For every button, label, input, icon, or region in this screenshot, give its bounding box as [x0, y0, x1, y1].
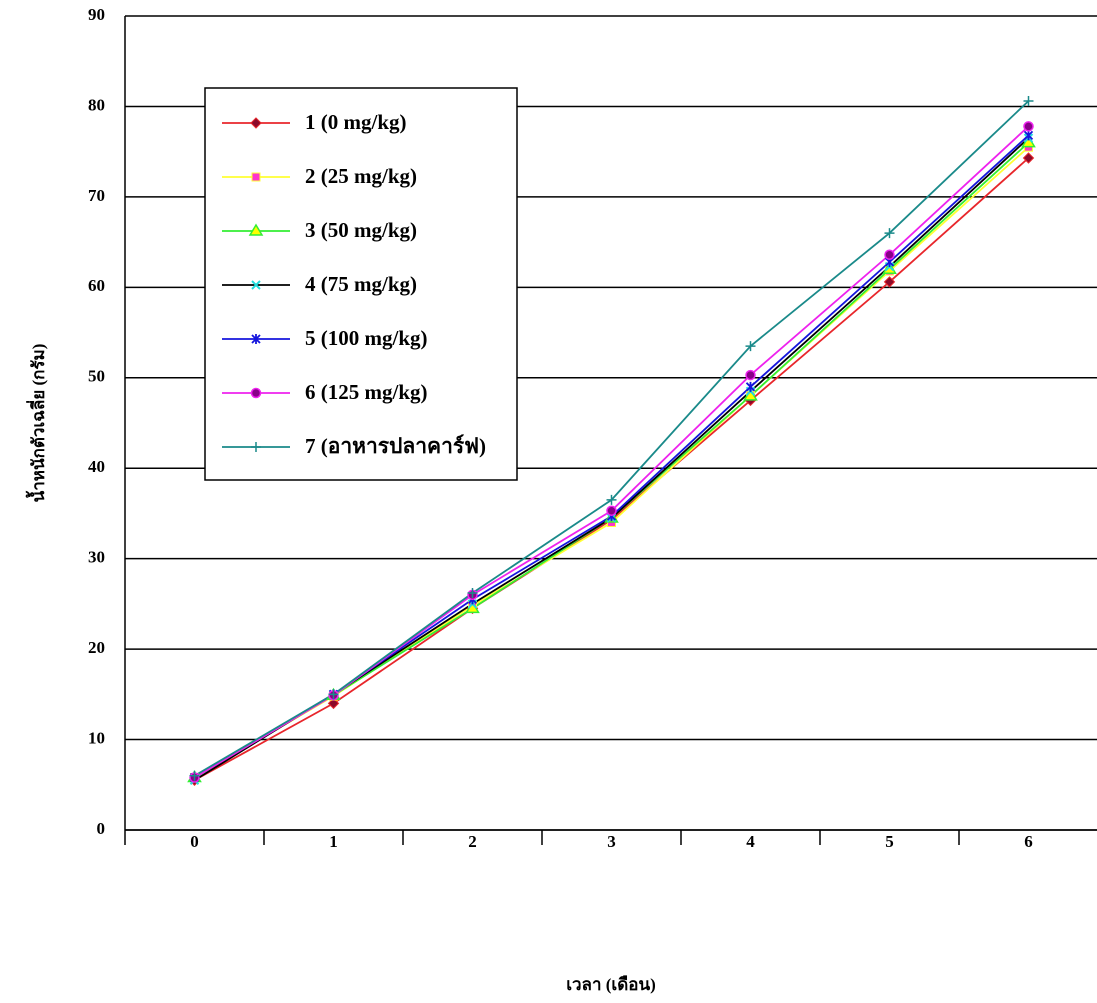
x-tick-label: 6: [1024, 832, 1033, 851]
marker-shape: [252, 389, 261, 398]
marker-shape: [746, 371, 755, 380]
marker-shape: [252, 173, 260, 181]
chart: เวลา (เดือน) น้ำหนักตัวเฉลี่ย (กรัม) 010…: [0, 0, 1097, 1003]
legend-label: 6 (125 mg/kg): [305, 380, 428, 404]
marker-shape: [747, 382, 755, 392]
y-axis-title: น้ำหนักตัวเฉลี่ย (กรัม): [25, 344, 48, 503]
x-tick-label: 3: [607, 832, 616, 851]
y-tick-label: 0: [97, 819, 106, 838]
marker: [1024, 122, 1033, 131]
marker-shape: [885, 250, 894, 259]
y-tick-label: 20: [88, 638, 105, 657]
x-tick-label: 5: [885, 832, 894, 851]
marker: [607, 506, 616, 515]
legend-label: 1 (0 mg/kg): [305, 110, 407, 134]
legend-label: 3 (50 mg/kg): [305, 218, 417, 242]
x-axis-title: เวลา (เดือน): [566, 974, 656, 994]
y-tick-label: 60: [88, 276, 105, 295]
marker: [747, 382, 755, 392]
legend-label: 7 (อาหารปลาคาร์ฟ): [305, 434, 486, 458]
legend-label: 5 (100 mg/kg): [305, 326, 428, 350]
x-tick-label: 4: [746, 832, 755, 851]
marker: [252, 389, 261, 398]
y-tick-label: 30: [88, 548, 105, 567]
y-tick-label: 70: [88, 186, 105, 205]
y-tick-label: 50: [88, 367, 105, 386]
marker-shape: [1024, 122, 1033, 131]
y-tick-label: 10: [88, 728, 105, 747]
marker-shape: [607, 506, 616, 515]
legend-label: 2 (25 mg/kg): [305, 164, 417, 188]
legend-label: 4 (75 mg/kg): [305, 272, 417, 296]
x-tick-label: 2: [468, 832, 477, 851]
x-tick-label: 1: [329, 832, 338, 851]
y-tick-label: 90: [88, 5, 105, 24]
marker: [252, 173, 260, 181]
x-tick-label: 0: [190, 832, 199, 851]
y-tick-label: 40: [88, 457, 105, 476]
y-tick-label: 80: [88, 95, 105, 114]
marker: [746, 371, 755, 380]
marker: [885, 250, 894, 259]
legend: 1 (0 mg/kg) 2 (25 mg/kg) 3 (50 mg/kg) 4 (75…: [205, 88, 517, 480]
